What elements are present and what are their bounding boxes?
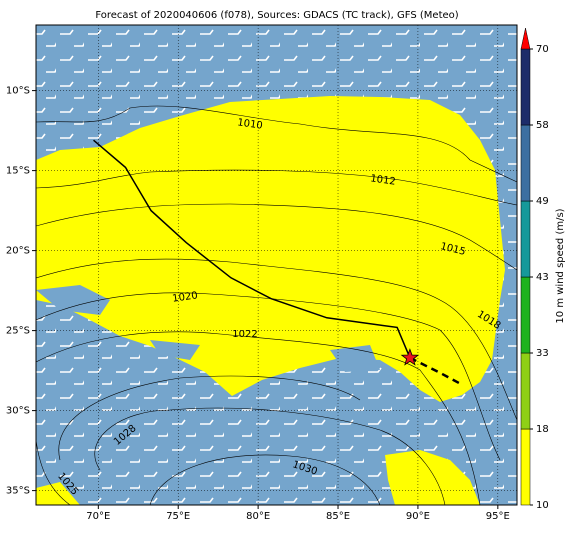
colorbar-segment <box>520 200 531 278</box>
x-tick-label: 85°E <box>326 511 350 522</box>
contour-label: 1022 <box>232 329 257 340</box>
colorbar-tick-label: 70 <box>536 44 549 55</box>
track-line <box>93 139 411 359</box>
y-tick-label: 30°S <box>6 406 30 417</box>
colorbar-segment <box>520 352 531 430</box>
x-tick-label: 95°E <box>486 511 510 522</box>
colorbar-segment <box>520 124 531 202</box>
colorbar-segment <box>520 428 531 506</box>
forecast-line <box>409 356 464 387</box>
colorbar-segment <box>520 48 531 126</box>
x-tick-label: 75°E <box>166 511 190 522</box>
contour-label: 1020 <box>172 290 199 304</box>
colorbar-tick-label: 10 <box>536 500 549 511</box>
colorbar-tick-label: 33 <box>536 348 549 359</box>
contour-label: 1010 <box>237 117 264 131</box>
frame <box>35 24 518 506</box>
chart-title: Forecast of 2020040606 (f078), Sources: … <box>95 10 458 21</box>
y-tick-label: 10°S <box>6 86 30 97</box>
x-tick-label: 80°E <box>246 511 270 522</box>
colorbar-tick-label: 18 <box>536 424 549 435</box>
colorbar-tick-label: 49 <box>536 196 549 207</box>
colorbar-label: 10 m wind speed (m/s) <box>555 208 566 323</box>
calm-area <box>36 285 380 372</box>
y-tick-label: 35°S <box>6 486 30 497</box>
current-position <box>400 348 420 366</box>
colorbar-segment <box>520 276 531 354</box>
colorbar-extend <box>520 27 531 50</box>
x-tick-label: 90°E <box>406 511 430 522</box>
wind-area <box>36 450 480 505</box>
colorbar-tick-label: 43 <box>536 272 549 283</box>
x-tick-label: 70°E <box>86 511 110 522</box>
contour-label: 1012 <box>370 173 397 187</box>
y-tick-label: 20°S <box>6 246 30 257</box>
y-tick-label: 25°S <box>6 326 30 337</box>
colorbar-tick-label: 58 <box>536 120 549 131</box>
grid <box>36 25 517 505</box>
y-tick-label: 15°S <box>6 166 30 177</box>
